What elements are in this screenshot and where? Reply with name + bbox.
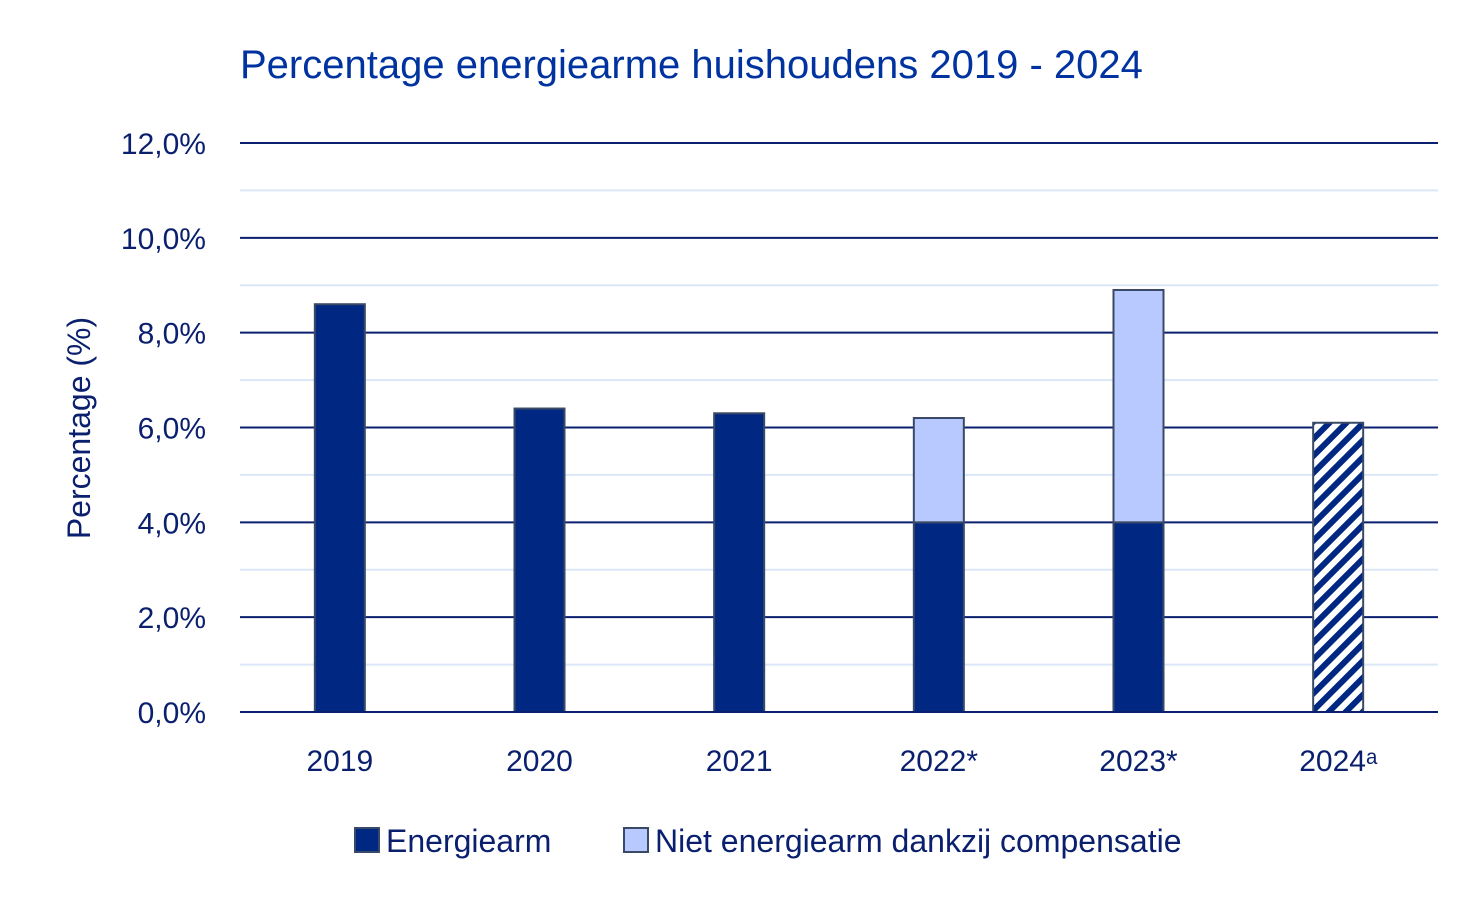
bar-energiearm bbox=[513, 407, 566, 713]
bar-energiearm bbox=[313, 303, 366, 713]
chart-title: Percentage energiearme huishoudens 2019 … bbox=[240, 43, 1143, 87]
bar-energiearm bbox=[912, 521, 965, 713]
bar-energiearm bbox=[1112, 521, 1165, 713]
y-tick-label: 0,0% bbox=[138, 697, 206, 730]
y-tick-label: 8,0% bbox=[138, 318, 206, 351]
x-tick-labels: 2019 2020 2021 2022* 2023* 2024ᵃ bbox=[306, 745, 1377, 778]
y-tick-label: 10,0% bbox=[121, 223, 206, 256]
y-tick-label: 12,0% bbox=[121, 128, 206, 161]
x-tick-label: 2019 bbox=[306, 745, 373, 778]
x-tick-label: 2021 bbox=[706, 745, 773, 778]
y-tick-labels: 0,0% 2,0% 4,0% 6,0% 8,0% 10,0% 12,0% bbox=[121, 128, 206, 730]
x-tick-label: 2020 bbox=[506, 745, 573, 778]
legend: Energiearm Niet energiearm dankzij compe… bbox=[354, 823, 1181, 859]
minor-gridlines bbox=[240, 189, 1438, 666]
legend-swatch-compensatie bbox=[623, 827, 649, 853]
bars bbox=[313, 288, 1365, 713]
y-tick-label: 6,0% bbox=[138, 413, 206, 446]
legend-label-compensatie: Niet energiearm dankzij compensatie bbox=[655, 823, 1181, 859]
bar-energiearm bbox=[1312, 421, 1365, 713]
y-tick-label: 4,0% bbox=[138, 507, 206, 540]
x-tick-label: 2022* bbox=[900, 745, 979, 778]
bar-compensatie bbox=[1112, 288, 1165, 524]
x-tick-label: 2024ᵃ bbox=[1299, 745, 1378, 778]
legend-label-energiearm: Energiearm bbox=[386, 823, 551, 859]
legend-swatch-energiearm bbox=[354, 827, 380, 853]
bar-energiearm bbox=[713, 412, 766, 713]
major-gridlines bbox=[240, 142, 1438, 619]
y-axis-label: Percentage (%) bbox=[61, 317, 97, 539]
bar-compensatie bbox=[912, 417, 965, 524]
y-tick-label: 2,0% bbox=[138, 602, 206, 635]
x-tick-label: 2023* bbox=[1099, 745, 1178, 778]
